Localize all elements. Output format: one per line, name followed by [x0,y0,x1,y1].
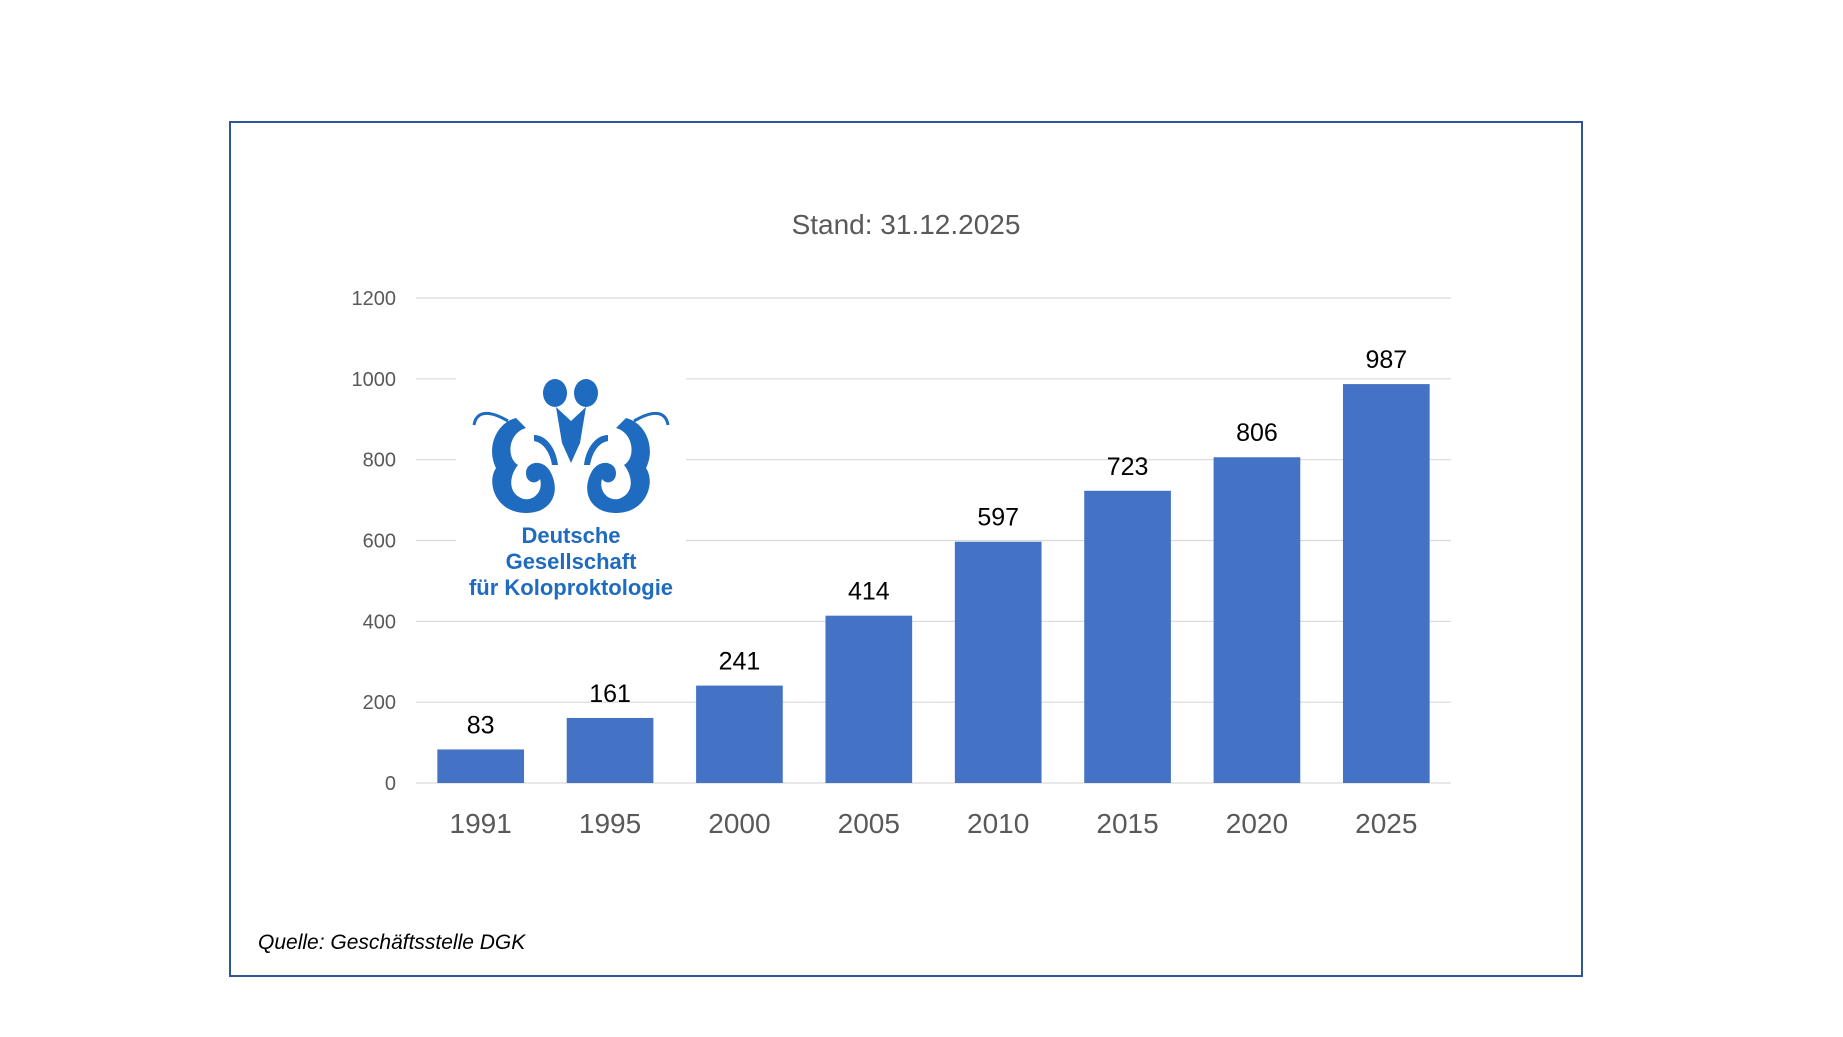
y-tick-label: 600 [363,531,396,553]
chart-frame: Stand: 31.12.2025 0 200 400 600 800 1000 1200 8… [229,121,1583,977]
x-tick-label: 2010 [967,808,1029,839]
data-label: 597 [977,504,1019,532]
x-tick-label: 2020 [1226,808,1288,839]
source-note: Quelle: Geschäftsstelle DGK [258,931,526,954]
data-label: 806 [1236,419,1278,447]
bar [437,749,525,783]
data-label: 83 [467,711,495,739]
y-tick-label: 0 [385,773,396,795]
bar [954,541,1042,783]
data-label: 241 [719,648,761,676]
data-label: 161 [589,680,631,708]
bar [825,615,913,783]
y-tick-label: 1000 [352,369,397,391]
bar [1342,384,1430,783]
x-tick-label: 1991 [450,808,512,839]
bar [1213,457,1301,783]
bar [566,717,654,783]
y-tick-label: 400 [363,611,396,633]
logo-text: Deutsche Gesellschaft für Koloproktologi… [456,523,686,601]
logo-text-line2: für Koloproktologie [468,575,674,600]
x-tick-label: 1995 [579,808,641,839]
y-tick-label: 800 [363,450,396,472]
data-label: 414 [848,578,890,606]
dgk-logo: Deutsche Gesellschaft für Koloproktologi… [456,373,686,613]
x-tick-label: 2015 [1096,808,1158,839]
data-label: 723 [1107,453,1149,481]
bar [696,685,783,783]
y-tick-label: 1200 [352,288,397,310]
x-tick-label: 2000 [708,808,770,839]
bar [1084,490,1171,783]
x-tick-label: 2005 [838,808,900,839]
logo-text-line1: Deutsche Gesellschaft [505,523,637,574]
y-tick-label: 200 [363,692,396,714]
logo-emblem-icon [472,379,670,513]
data-label: 987 [1365,346,1407,374]
chart-subtitle: Stand: 31.12.2025 [791,209,1021,240]
x-tick-label: 2025 [1355,808,1417,839]
bar-chart: 0 200 400 600 800 1000 1200 83 1991 161 1995 241 200… [352,288,1451,839]
